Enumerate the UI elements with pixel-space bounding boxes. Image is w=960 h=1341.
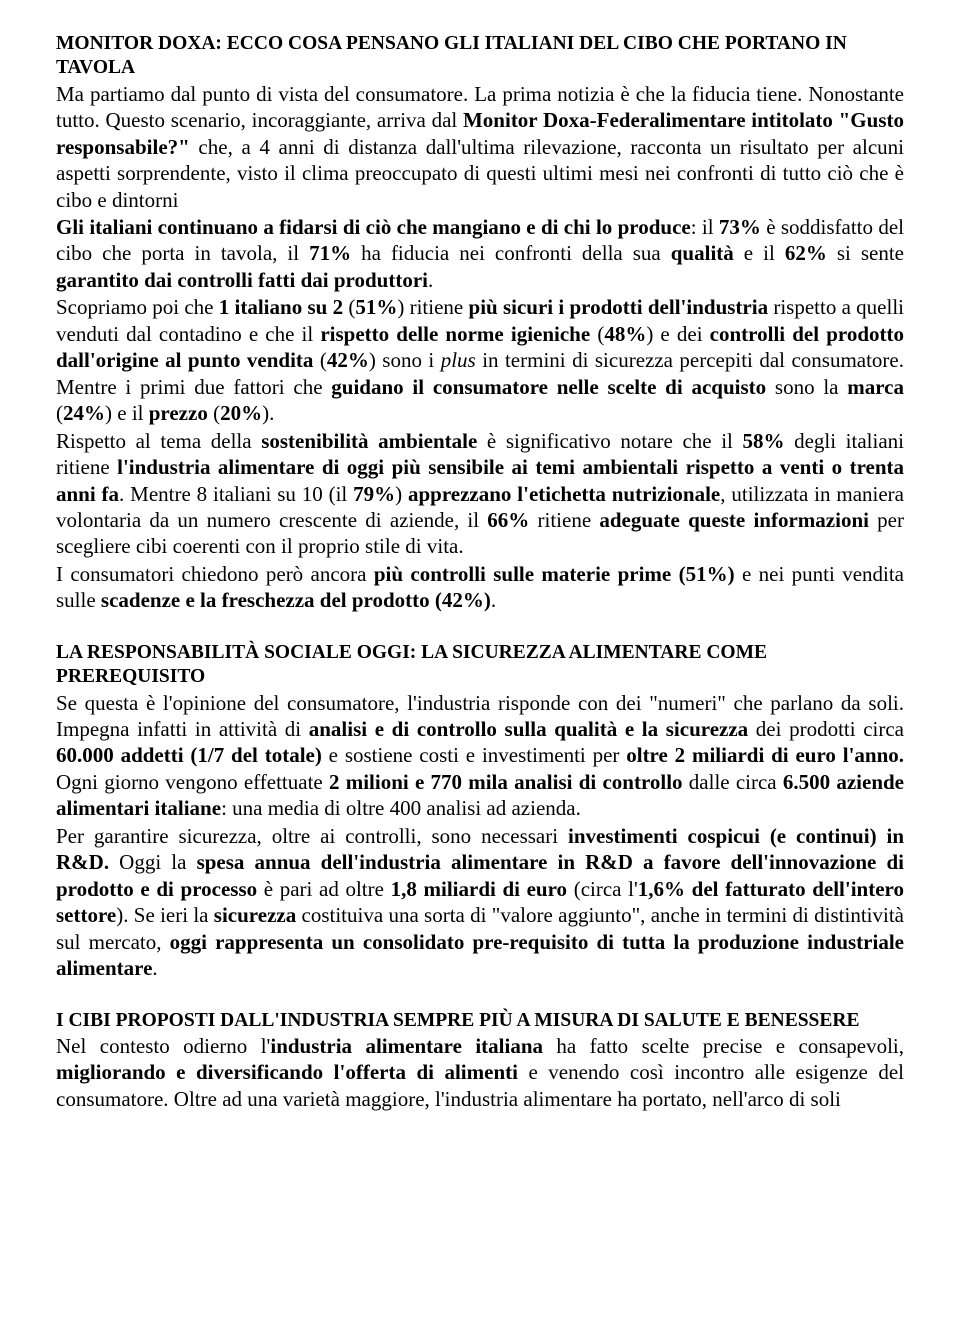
text: e sostiene costi e investimenti per <box>322 743 626 767</box>
text-bold: Gli italiani continuano a fidarsi di ciò… <box>56 215 691 239</box>
text: Nel contesto odierno l' <box>56 1034 270 1058</box>
section-3-heading: I CIBI PROPOSTI DALL'INDUSTRIA SEMPRE PI… <box>56 1009 904 1033</box>
text-bold: 73% <box>719 215 761 239</box>
text: è pari ad oltre <box>257 877 390 901</box>
text-bold: oltre 2 miliardi di euro l'anno. <box>626 743 904 767</box>
text: : il <box>691 215 719 239</box>
text: . Mentre 8 italiani su 10 (il <box>119 482 353 506</box>
text-bold: sostenibilità ambientale <box>261 429 477 453</box>
document-page: MONITOR DOXA: ECCO COSA PENSANO GLI ITAL… <box>0 0 960 1341</box>
text: Rispetto al tema della <box>56 429 261 453</box>
text: (circa l' <box>567 877 638 901</box>
text-bold: migliorando e diversificando l'offerta d… <box>56 1060 518 1084</box>
section-2-heading: LA RESPONSABILITÀ SOCIALE OGGI: LA SICUR… <box>56 641 904 690</box>
section-3-paragraph-1: Nel contesto odierno l'industria aliment… <box>56 1033 904 1112</box>
text-bold: industria alimentare italiana <box>270 1034 543 1058</box>
text-bold: 58% <box>742 429 784 453</box>
text-bold: 20% <box>220 401 262 425</box>
text-italic: plus <box>441 348 476 372</box>
text-bold: più controlli sulle materie prime (51%) <box>374 562 735 586</box>
text-bold: analisi e di controllo sulla qualità e l… <box>309 717 748 741</box>
text: ). Se ieri la <box>116 903 214 927</box>
text-bold: 51% <box>355 295 397 319</box>
text-bold: adeguate queste informazioni <box>599 508 869 532</box>
text: si sente <box>827 241 904 265</box>
text: ) <box>395 482 408 506</box>
text-bold: 42% <box>327 348 369 372</box>
text-bold: 71% <box>309 241 351 265</box>
text-bold: garantito dai controlli fatti dai produt… <box>56 268 428 292</box>
text: ritiene <box>529 508 599 532</box>
text-bold: 60.000 addetti (1/7 del totale) <box>56 743 322 767</box>
text: . <box>428 268 433 292</box>
text: ). <box>262 401 274 425</box>
text-bold: marca <box>847 375 904 399</box>
text: . <box>152 956 157 980</box>
section-2-paragraph-1: Se questa è l'opinione del consumatore, … <box>56 690 904 822</box>
text: ) sono i <box>369 348 441 372</box>
text-bold: guidano il consumatore nelle scelte di a… <box>331 375 766 399</box>
text: ha fatto scelte precise e consapevoli, <box>543 1034 904 1058</box>
text: ha fiducia nei confronti della sua <box>351 241 671 265</box>
text: dalle circa <box>683 770 783 794</box>
text-bold: scadenze e la freschezza del prodotto (4… <box>101 588 491 612</box>
text-bold: apprezzano l'etichetta nutrizionale <box>408 482 720 506</box>
text-bold: rispetto delle norme igieniche <box>320 322 590 346</box>
text: ( <box>343 295 355 319</box>
section-1-paragraph-3: Scopriamo poi che 1 italiano su 2 (51%) … <box>56 294 904 426</box>
text-bold: 1 italiano su 2 <box>219 295 343 319</box>
text: Oggi la <box>109 850 196 874</box>
text: ( <box>590 322 604 346</box>
section-1-paragraph-4: Rispetto al tema della sostenibilità amb… <box>56 428 904 560</box>
text: Per garantire sicurezza, oltre ai contro… <box>56 824 568 848</box>
text: ( <box>313 348 326 372</box>
text: è significativo notare che il <box>477 429 742 453</box>
text: : una media di oltre 400 analisi ad azie… <box>221 796 581 820</box>
text-bold: prezzo <box>149 401 208 425</box>
text-bold: qualità <box>671 241 734 265</box>
text: dei prodotti circa <box>748 717 904 741</box>
text: ) e dei <box>646 322 709 346</box>
section-1-heading: MONITOR DOXA: ECCO COSA PENSANO GLI ITAL… <box>56 32 904 81</box>
text: Scopriamo poi che <box>56 295 219 319</box>
text: ( <box>56 401 63 425</box>
text: I consumatori chiedono però ancora <box>56 562 374 586</box>
text-bold: 24% <box>63 401 105 425</box>
text: . <box>491 588 496 612</box>
text: ( <box>208 401 220 425</box>
text: ) e il <box>105 401 149 425</box>
text-bold: 48% <box>604 322 646 346</box>
text-bold: oggi rappresenta un consolidato pre-requ… <box>56 930 904 980</box>
text-bold: 62% <box>785 241 827 265</box>
section-spacer <box>56 983 904 1009</box>
text-bold: più sicuri i prodotti dell'industria <box>469 295 769 319</box>
section-1-paragraph-5: I consumatori chiedono però ancora più c… <box>56 561 904 614</box>
text: e il <box>734 241 785 265</box>
text-bold: sicurezza <box>214 903 296 927</box>
text-bold: 66% <box>487 508 529 532</box>
section-2-paragraph-2: Per garantire sicurezza, oltre ai contro… <box>56 823 904 982</box>
section-1-paragraph-2: Gli italiani continuano a fidarsi di ciò… <box>56 214 904 293</box>
section-1-paragraph-1: Ma partiamo dal punto di vista del consu… <box>56 81 904 213</box>
text-bold: 1,8 miliardi di euro <box>391 877 567 901</box>
text-bold: 2 milioni e 770 mila analisi di controll… <box>329 770 683 794</box>
text-bold: 79% <box>353 482 395 506</box>
text: ) ritiene <box>397 295 468 319</box>
section-spacer <box>56 615 904 641</box>
text: Ogni giorno vengono effettuate <box>56 770 329 794</box>
text: sono la <box>766 375 847 399</box>
